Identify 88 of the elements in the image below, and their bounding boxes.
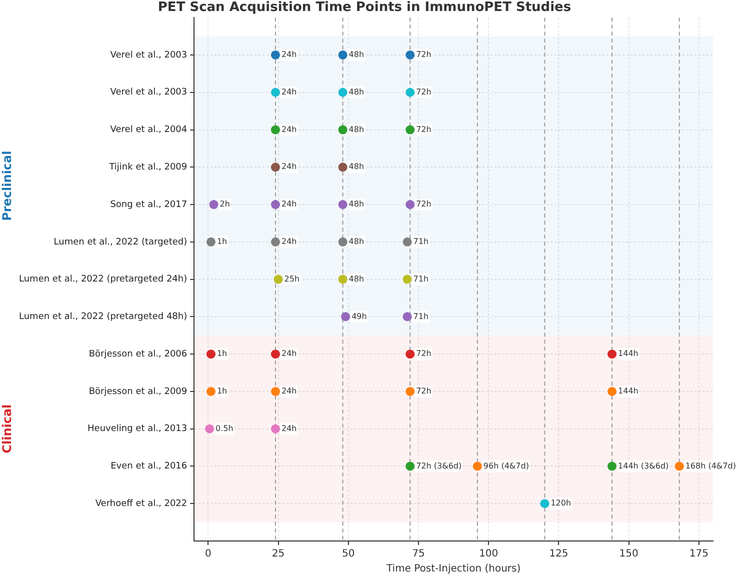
point	[270, 237, 280, 246]
point	[406, 50, 415, 60]
y-tick-label: Tijink et al., 2009	[108, 162, 188, 172]
point	[206, 350, 216, 359]
y-tick-label: Heuveling et al., 2013	[88, 424, 188, 434]
x-tick-label: 0	[204, 548, 212, 560]
point	[608, 462, 617, 471]
point	[608, 350, 617, 359]
y-tick-label: Verel et al., 2003	[110, 50, 188, 60]
data-label: 168h (4&7d)	[685, 461, 736, 470]
x-axis-title: Time Post-Injection (hours)	[385, 564, 521, 575]
y-tick-label: Song et al., 2017	[110, 200, 188, 210]
data-label: 48h	[348, 236, 364, 246]
point	[540, 499, 550, 508]
data-label: 48h	[348, 274, 364, 284]
data-label: 24h	[281, 200, 297, 209]
point	[338, 162, 348, 172]
x-tick-label: 175	[689, 548, 709, 560]
data-label: 48h	[348, 200, 364, 209]
point	[205, 424, 214, 434]
data-label: 1h	[216, 349, 228, 358]
data-label: 48h	[348, 50, 364, 60]
data-label: 24h	[281, 162, 297, 172]
data-label: 24h	[281, 50, 297, 60]
y-tick-label: Verhoeff et al., 2022	[95, 498, 188, 509]
x-tick-label: 25	[272, 548, 285, 560]
data-label: 120h	[550, 498, 572, 508]
data-label: 96h (4&7d)	[483, 461, 529, 470]
data-label: 49h	[352, 312, 367, 321]
point	[338, 237, 348, 246]
data-label: 1h	[216, 386, 228, 396]
point	[206, 237, 216, 246]
point	[674, 462, 684, 471]
data-label: 72h	[416, 87, 432, 96]
point	[270, 424, 280, 434]
y-tick-label: Lumen et al., 2022 (pretargeted 48h)	[18, 312, 188, 322]
data-label: 72h (3&6d)	[416, 461, 462, 470]
data-label: 0.5h	[216, 424, 234, 433]
data-label: 24h	[281, 386, 297, 396]
y-tick-label: Verel et al., 2004	[110, 125, 188, 136]
x-tick-label: 150	[619, 548, 638, 560]
y-tick-label: Börjesson et al., 2009	[88, 386, 188, 397]
y-tick-label: Börjesson et al., 2006	[88, 349, 188, 360]
data-label: 144h	[618, 386, 638, 396]
x-tick-label: 125	[549, 548, 568, 560]
point	[338, 50, 348, 60]
x-tick-label: 50	[342, 548, 355, 560]
data-label: 48h	[348, 162, 364, 172]
point	[402, 274, 412, 284]
x-tick-label: 75	[412, 548, 425, 560]
data-label: 71h	[413, 274, 429, 284]
data-label: 72h	[416, 50, 432, 60]
point	[406, 125, 415, 134]
chart-title: PET Scan Acquisition Time Points in ImmunoPET Studies	[158, 0, 572, 16]
point	[270, 88, 280, 97]
point	[270, 50, 280, 60]
y-tick-label: Lumen et al., 2022 (targeted)	[54, 237, 188, 248]
data-label: 144h	[618, 349, 638, 358]
y-tick-label: Verel et al., 2003	[110, 88, 188, 98]
data-label: 72h	[416, 386, 432, 396]
band-label: Clinical	[0, 404, 14, 454]
data-label: 71h	[413, 312, 429, 321]
point	[402, 237, 412, 246]
data-label: 1h	[216, 236, 228, 246]
point	[338, 274, 348, 284]
data-label: 48h	[348, 124, 364, 134]
data-label: 24h	[281, 87, 297, 96]
point	[406, 350, 415, 359]
data-label: 72h	[416, 349, 432, 358]
point	[608, 386, 617, 396]
data-label: 25h	[284, 274, 300, 284]
y-tick-label: Lumen et al., 2022 (pretargeted 24h)	[18, 274, 188, 285]
point	[270, 350, 280, 359]
y-tick-label: Even et al., 2016	[110, 462, 188, 472]
data-label: 24h	[281, 349, 297, 358]
data-label: 48h	[348, 87, 364, 96]
data-label: 72h	[416, 200, 432, 209]
point	[274, 274, 283, 284]
data-label: 72h	[416, 124, 432, 134]
point	[270, 162, 280, 172]
data-label: 24h	[281, 424, 297, 433]
x-tick-label: 100	[479, 548, 498, 560]
data-label: 71h	[413, 236, 429, 246]
data-label: 24h	[281, 236, 297, 246]
band-label: Preclinical	[0, 150, 14, 221]
data-label: 24h	[281, 124, 297, 134]
data-label: 2h	[220, 200, 230, 209]
data-label: 144h (3&6d)	[618, 461, 669, 470]
